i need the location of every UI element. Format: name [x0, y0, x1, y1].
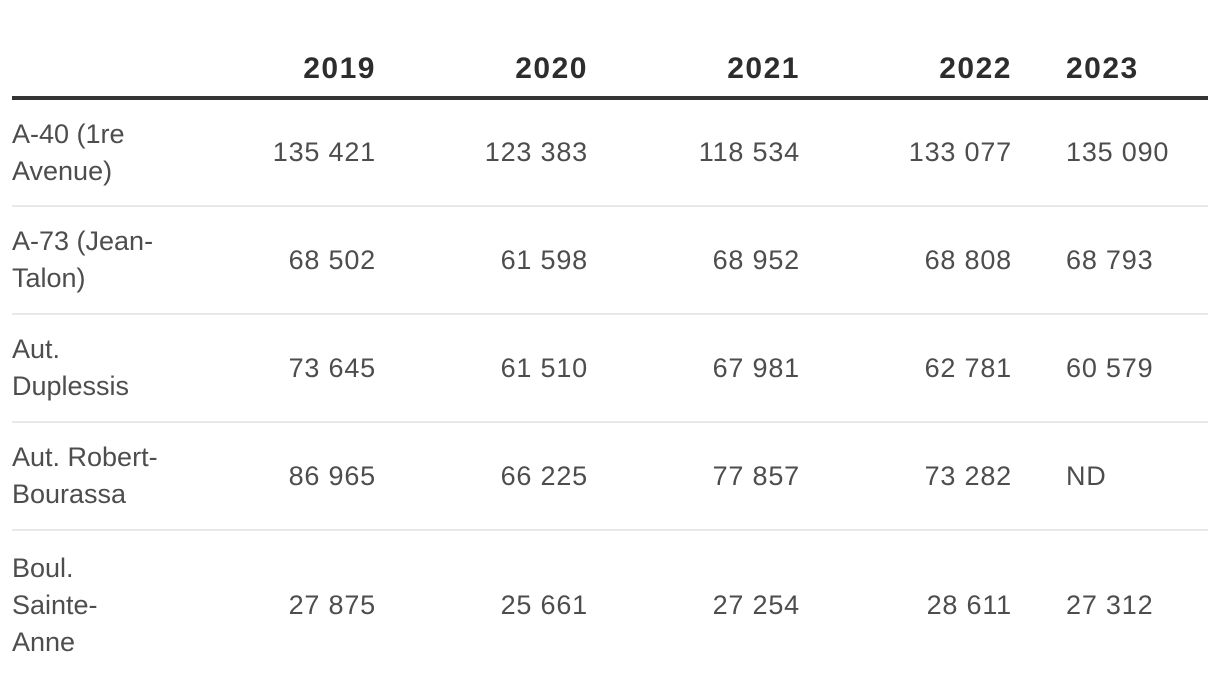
value-cell-2020: 25 661 — [500, 590, 588, 620]
value-cell-2021: 118 534 — [588, 98, 800, 207]
value-cell-2019: 73 645 — [164, 314, 376, 423]
table-row: A-40 (1re Avenue) 135 421 123 383 118 53… — [12, 98, 1208, 207]
year-column-header-2020: 2020 — [376, 0, 588, 100]
value-cell-2021: 67 981 — [588, 314, 800, 423]
value-cell-2021: 68 952 — [588, 206, 800, 315]
year-column-header-2021: 2021 — [588, 0, 800, 100]
value-cell-2023: ND — [1012, 422, 1208, 531]
value-cell-2019: 86 965 — [164, 422, 376, 531]
value-cell-2020: 61 510 — [376, 314, 588, 423]
table-row: A-73 (Jean-Talon) 68 502 61 598 68 952 6… — [12, 206, 1208, 315]
value-cell-2022: 68 808 — [800, 206, 1012, 315]
value-cell-2020: 61 598 — [376, 206, 588, 315]
value-cell-2023: 27 312 — [1066, 590, 1154, 620]
table-body: A-40 (1re Avenue) 135 421 123 383 118 53… — [12, 98, 1208, 680]
row-label: A-73 (Jean-Talon) — [12, 206, 164, 315]
value-cell-2021: 27 254 — [712, 590, 800, 620]
value-cell-2019: 27 875 — [288, 590, 376, 620]
table-row: Aut. Robert-Bourassa 86 965 66 225 77 85… — [12, 422, 1208, 531]
row-label-column-header — [12, 0, 164, 100]
value-cell-2020: 123 383 — [376, 98, 588, 207]
table-row: Aut. Duplessis 73 645 61 510 67 981 62 7… — [12, 314, 1208, 423]
annual-traffic-table: 2019 2020 2021 2022 2023 A-40 (1re Avenu… — [12, 0, 1208, 680]
value-cell-2020: 66 225 — [376, 422, 588, 531]
row-label: A-40 (1re Avenue) — [12, 98, 164, 207]
value-cell-2022: 28 611 — [926, 590, 1012, 620]
value-cell-2022: 133 077 — [800, 98, 1012, 207]
value-cell-2022: 73 282 — [800, 422, 1012, 531]
value-cell-2019: 68 502 — [164, 206, 376, 315]
value-cell-2022: 62 781 — [800, 314, 1012, 423]
year-column-header-2023: 2023 — [1012, 0, 1208, 100]
table-header-row: 2019 2020 2021 2022 2023 — [12, 0, 1208, 100]
row-label: Aut. Duplessis — [12, 314, 164, 423]
value-cell-2019: 135 421 — [164, 98, 376, 207]
value-cell-2021: 77 857 — [588, 422, 800, 531]
table-row: Boul. Sainte-Anne 27 875 25 661 27 254 2… — [12, 530, 1208, 680]
value-cell-2023: 68 793 — [1012, 206, 1208, 315]
value-cell-2023: 60 579 — [1012, 314, 1208, 423]
row-label: Aut. Robert-Bourassa — [12, 422, 164, 531]
year-column-header-2019: 2019 — [164, 0, 376, 100]
value-cell-2023: 135 090 — [1012, 98, 1208, 207]
row-label: Boul. Sainte-Anne — [12, 553, 98, 657]
year-column-header-2022: 2022 — [800, 0, 1012, 100]
